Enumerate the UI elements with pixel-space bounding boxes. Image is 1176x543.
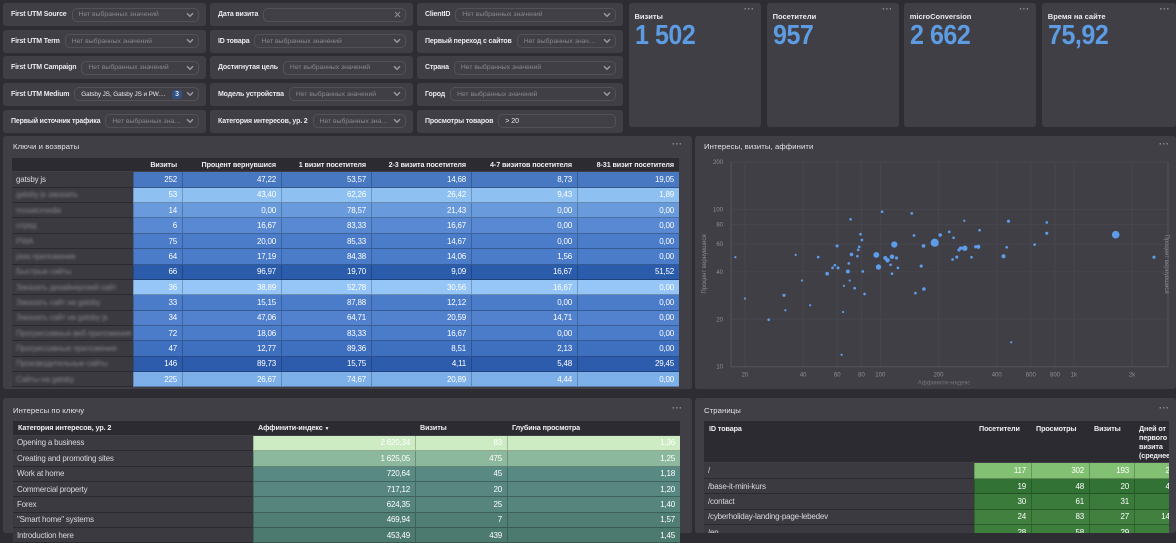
svg-text:100: 100 — [713, 207, 724, 213]
svg-text:60: 60 — [834, 373, 841, 379]
svg-text:2k: 2k — [1129, 373, 1136, 379]
svg-text:200: 200 — [713, 160, 724, 166]
svg-text:200: 200 — [933, 373, 944, 379]
svg-text:60: 60 — [716, 242, 723, 248]
svg-text:100: 100 — [875, 373, 886, 379]
svg-text:800: 800 — [1050, 373, 1061, 379]
svg-text:Процент вернувшися: Процент вернувшися — [702, 234, 708, 293]
svg-text:600: 600 — [1026, 373, 1037, 379]
svg-text:80: 80 — [858, 373, 865, 379]
svg-text:400: 400 — [992, 373, 1003, 379]
svg-text:20: 20 — [742, 373, 749, 379]
svg-text:Процент вернувшися: Процент вернувшися — [1163, 234, 1169, 293]
svg-text:80: 80 — [716, 223, 723, 229]
svg-text:Аффинити–индекс: Аффинити–индекс — [918, 381, 971, 387]
svg-text:20: 20 — [716, 317, 723, 323]
svg-text:40: 40 — [716, 270, 723, 276]
svg-text:1k: 1k — [1071, 373, 1078, 379]
svg-text:40: 40 — [800, 373, 807, 379]
svg-text:10: 10 — [716, 365, 723, 371]
